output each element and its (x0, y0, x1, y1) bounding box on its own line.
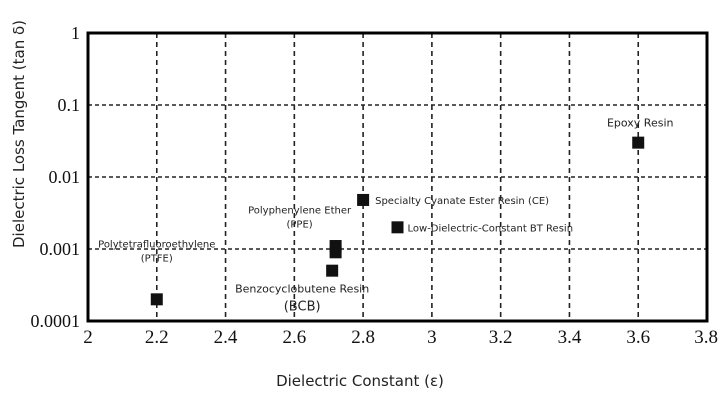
grid-lines (88, 33, 707, 321)
y-tick-labels: 1 0.1 0.01 0.001 0.0001 (31, 23, 81, 331)
x-tick-label: 2.8 (351, 327, 375, 348)
x-tick-label: 2 (83, 327, 93, 348)
point-label: Low-Dielectric-Constant BT Resin (408, 223, 574, 234)
x-tick-label: 3.2 (489, 327, 513, 348)
y-tick-label: 0.01 (49, 167, 81, 187)
data-point-marker (329, 240, 342, 253)
point-label: Benzocyclobutene Resin (BCB) (235, 283, 369, 315)
data-point-marker (326, 264, 339, 277)
point-labels: Polytetrafluoroethylene (PTFE) Benzocyclob… (98, 117, 673, 315)
x-tick-labels: 2 2.2 2.4 2.6 2.8 3 3.2 3.4 3.6 3.8 (83, 327, 718, 348)
x-tick-label: 2.2 (145, 327, 169, 348)
point-label: Polyphenylene Ether (PPE) (248, 205, 352, 230)
x-tick-label: 2.4 (214, 327, 238, 348)
plot-frame (86, 31, 709, 323)
data-points (150, 136, 645, 306)
data-point-marker (357, 193, 370, 206)
y-tick-label: 0.001 (40, 239, 81, 259)
x-tick-label: 3 (427, 327, 437, 348)
data-point-marker (632, 136, 645, 149)
y-tick-label: 0.0001 (31, 311, 81, 331)
x-tick-label: 3.4 (558, 327, 582, 348)
point-label: Epoxy Resin (607, 117, 674, 130)
x-tick-label: 3.8 (694, 327, 718, 348)
x-tick-label: 2.6 (282, 327, 306, 348)
y-tick-label: 0.1 (58, 95, 81, 115)
x-tick-label: 3.6 (626, 327, 650, 348)
data-point-marker (391, 221, 404, 234)
y-axis-label: Dielectric Loss Tangent (tan δ) (10, 20, 28, 248)
data-point-marker (150, 293, 163, 306)
x-axis-label: Dielectric Constant (ε) (276, 372, 444, 390)
point-label: Specialty Cyanate Ester Resin (CE) (375, 196, 549, 207)
point-label: Polytetrafluoroethylene (PTFE) (98, 239, 215, 264)
y-tick-label: 1 (71, 23, 80, 43)
